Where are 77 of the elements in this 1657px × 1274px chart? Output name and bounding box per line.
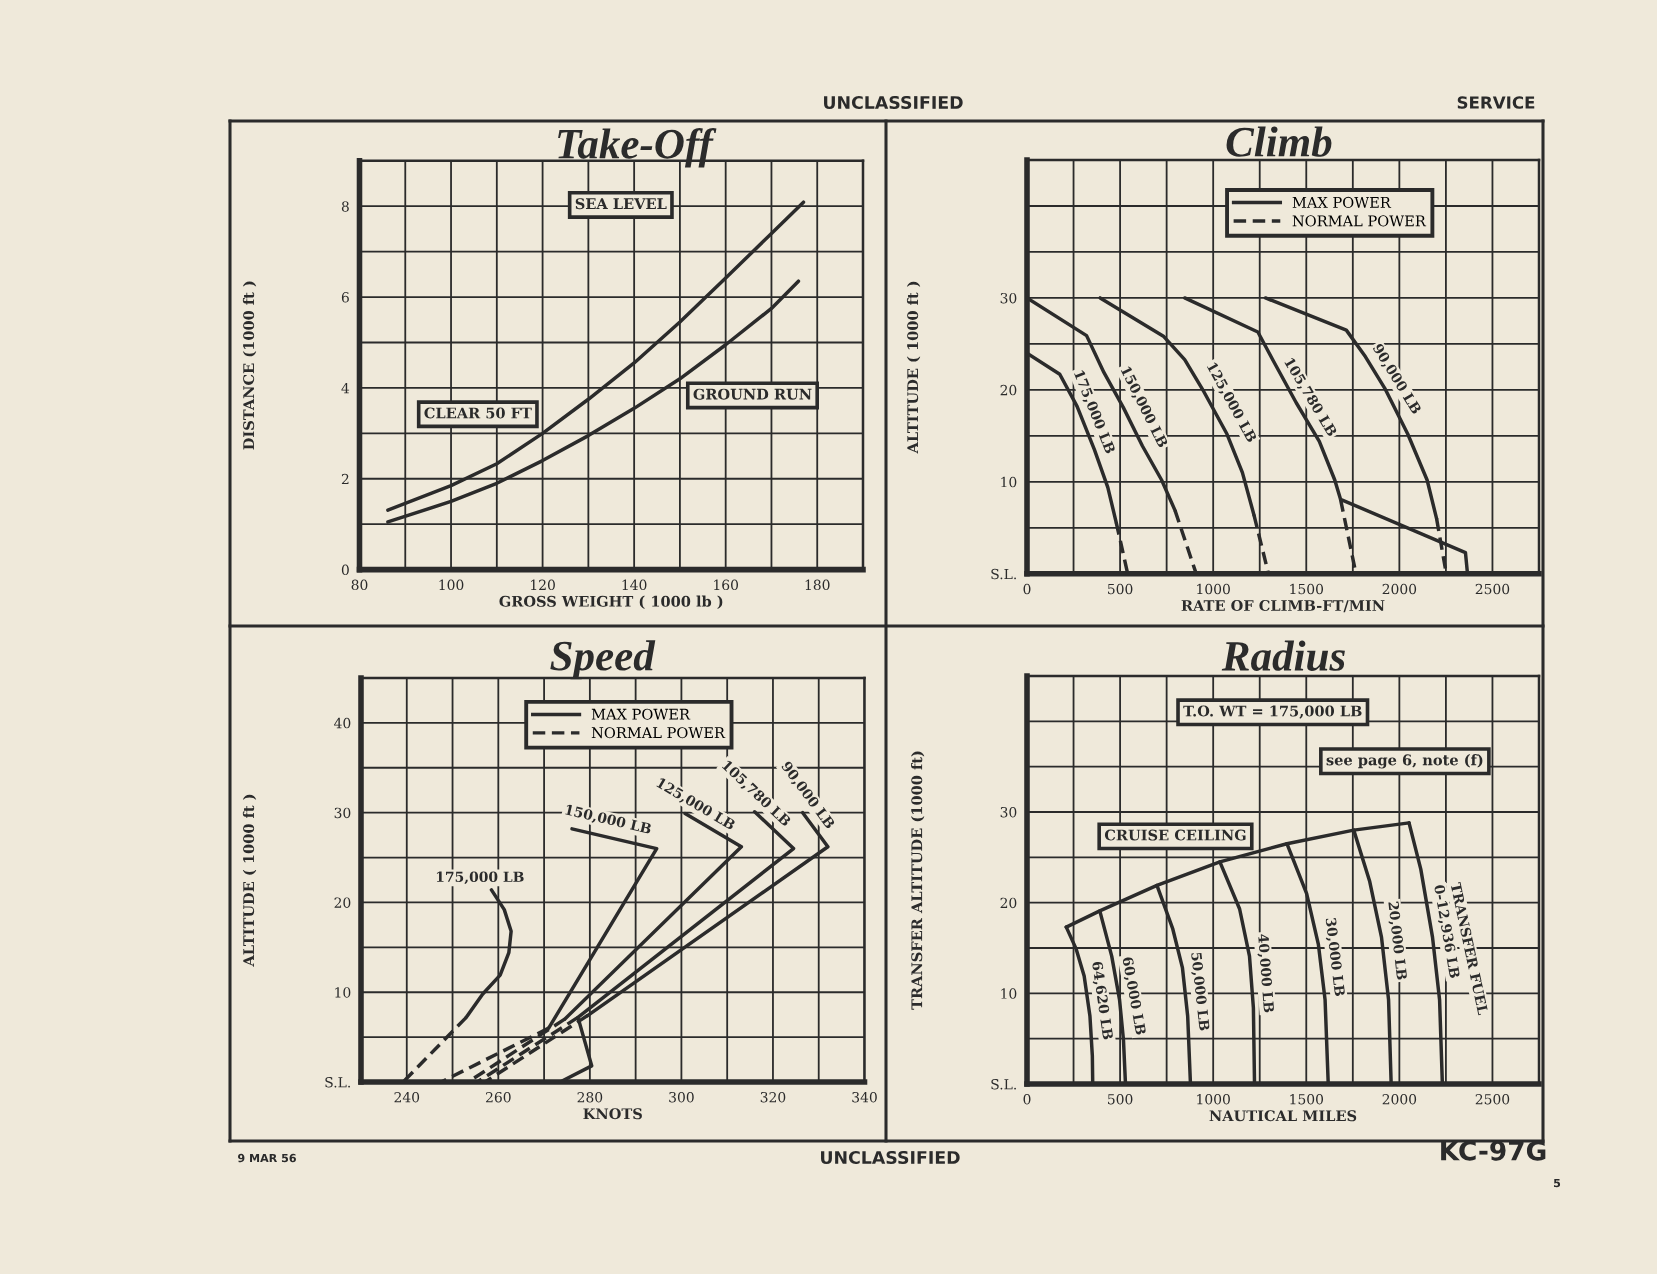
x-tick-label: 240 (394, 1091, 420, 1103)
annotation: SEA LEVEL (575, 198, 667, 210)
legend-label: NORMAL POWER (591, 727, 726, 739)
x-tick-label: 340 (852, 1091, 877, 1103)
chart-title: Take-Off (558, 127, 717, 168)
x-tick-label: 100 (439, 579, 464, 591)
text: 5 (1553, 1178, 1561, 1188)
x-tick-label: 180 (805, 579, 830, 591)
x-tick-label: 1500 (1290, 583, 1324, 595)
series-label: CRUISE CEILING (1104, 829, 1246, 841)
annotation: 150,000 LB (564, 804, 652, 837)
text: SERVICE (1457, 96, 1535, 109)
text: UNCLASSIFIED (824, 95, 963, 110)
x-axis-title: NAUTICAL MILES (1209, 1110, 1357, 1122)
y-tick-label: S.L. (991, 568, 1016, 580)
x-tick-label: 1500 (1290, 1093, 1324, 1105)
text: 50,000 LB (1188, 952, 1210, 1031)
series-label: CLEAR 50 FT (424, 407, 532, 419)
annotation: see page 6, note (f) (1326, 754, 1483, 769)
y-axis-title: ALTITUDE ( 1000 ft ) (906, 281, 921, 454)
text: UNCLASSIFIED (821, 1150, 960, 1165)
legend-label: MAX POWER (591, 708, 691, 720)
x-tick-label: 1000 (1197, 583, 1230, 595)
annotation: T.O. WT = 175,000 LB (1183, 705, 1362, 719)
y-tick-label: 20 (1000, 897, 1017, 909)
x-tick-label: 500 (1108, 583, 1133, 595)
x-tick-label: 2500 (1475, 583, 1510, 595)
y-tick-label: 10 (335, 987, 351, 998)
x-tick-label: 260 (486, 1091, 511, 1103)
series-label: GROUND RUN (693, 388, 812, 400)
x-axis-title: RATE OF CLIMB-FT/MIN (1181, 600, 1385, 613)
x-tick-label: 280 (577, 1091, 603, 1103)
y-tick-label: 10 (1001, 988, 1017, 999)
chart-title: Climb (1226, 126, 1332, 157)
y-tick-label: 10 (1001, 476, 1017, 488)
x-tick-label: 160 (714, 579, 739, 591)
legend-label: MAX POWER (1292, 196, 1392, 208)
y-axis-title: TRANSFER ALTITUDE (1000 ft) (911, 751, 925, 1010)
y-tick-label: 8 (341, 201, 349, 212)
x-tick-label: 0 (1023, 1093, 1031, 1105)
x-tick-label: 500 (1108, 1093, 1133, 1105)
y-tick-label: 20 (1000, 384, 1017, 396)
x-tick-label: 0 (1023, 583, 1031, 595)
y-tick-label: S.L. (325, 1076, 350, 1088)
x-tick-label: 80 (351, 579, 368, 591)
text: 9 MAR 56 (238, 1153, 296, 1163)
y-tick-label: S.L. (991, 1078, 1016, 1090)
x-tick-label: 300 (669, 1091, 694, 1103)
x-axis-title: GROSS WEIGHT ( 1000 lb ) (499, 595, 723, 609)
x-tick-label: 2500 (1475, 1093, 1510, 1105)
x-tick-label: 120 (531, 579, 555, 591)
y-tick-label: 2 (341, 473, 349, 485)
chart-title: Radius (1221, 640, 1345, 671)
x-tick-label: 320 (760, 1091, 786, 1103)
legend-label: NORMAL POWER (1292, 215, 1427, 227)
y-tick-label: 30 (1000, 806, 1017, 818)
y-tick-label: 4 (341, 382, 350, 394)
x-axis-title: KNOTS (583, 1108, 642, 1120)
y-tick-label: 6 (341, 292, 349, 303)
text: 20,000 LB (1386, 901, 1408, 981)
text: 64,620 LB (1089, 961, 1114, 1041)
y-tick-label: 30 (334, 807, 351, 819)
text: 30,000 LB (1323, 917, 1346, 997)
x-tick-label: 2000 (1382, 1093, 1417, 1105)
x-tick-label: 2000 (1382, 583, 1417, 595)
text: 60,000 LB (1120, 956, 1147, 1036)
y-axis-title: DISTANCE (1000 ft ) (242, 281, 257, 450)
x-tick-label: 140 (622, 579, 647, 591)
y-tick-label: 0 (341, 564, 349, 576)
y-tick-label: 20 (334, 897, 351, 908)
annotation: 175,000 LB (436, 871, 524, 885)
y-tick-label: 40 (334, 717, 351, 729)
chart-title: Speed (550, 640, 656, 680)
y-axis-title: ALTITUDE ( 1000 ft ) (242, 794, 257, 967)
x-tick-label: 1000 (1197, 1093, 1230, 1105)
text: 40,000 LB (1255, 933, 1275, 1013)
y-tick-label: 30 (1000, 292, 1017, 304)
